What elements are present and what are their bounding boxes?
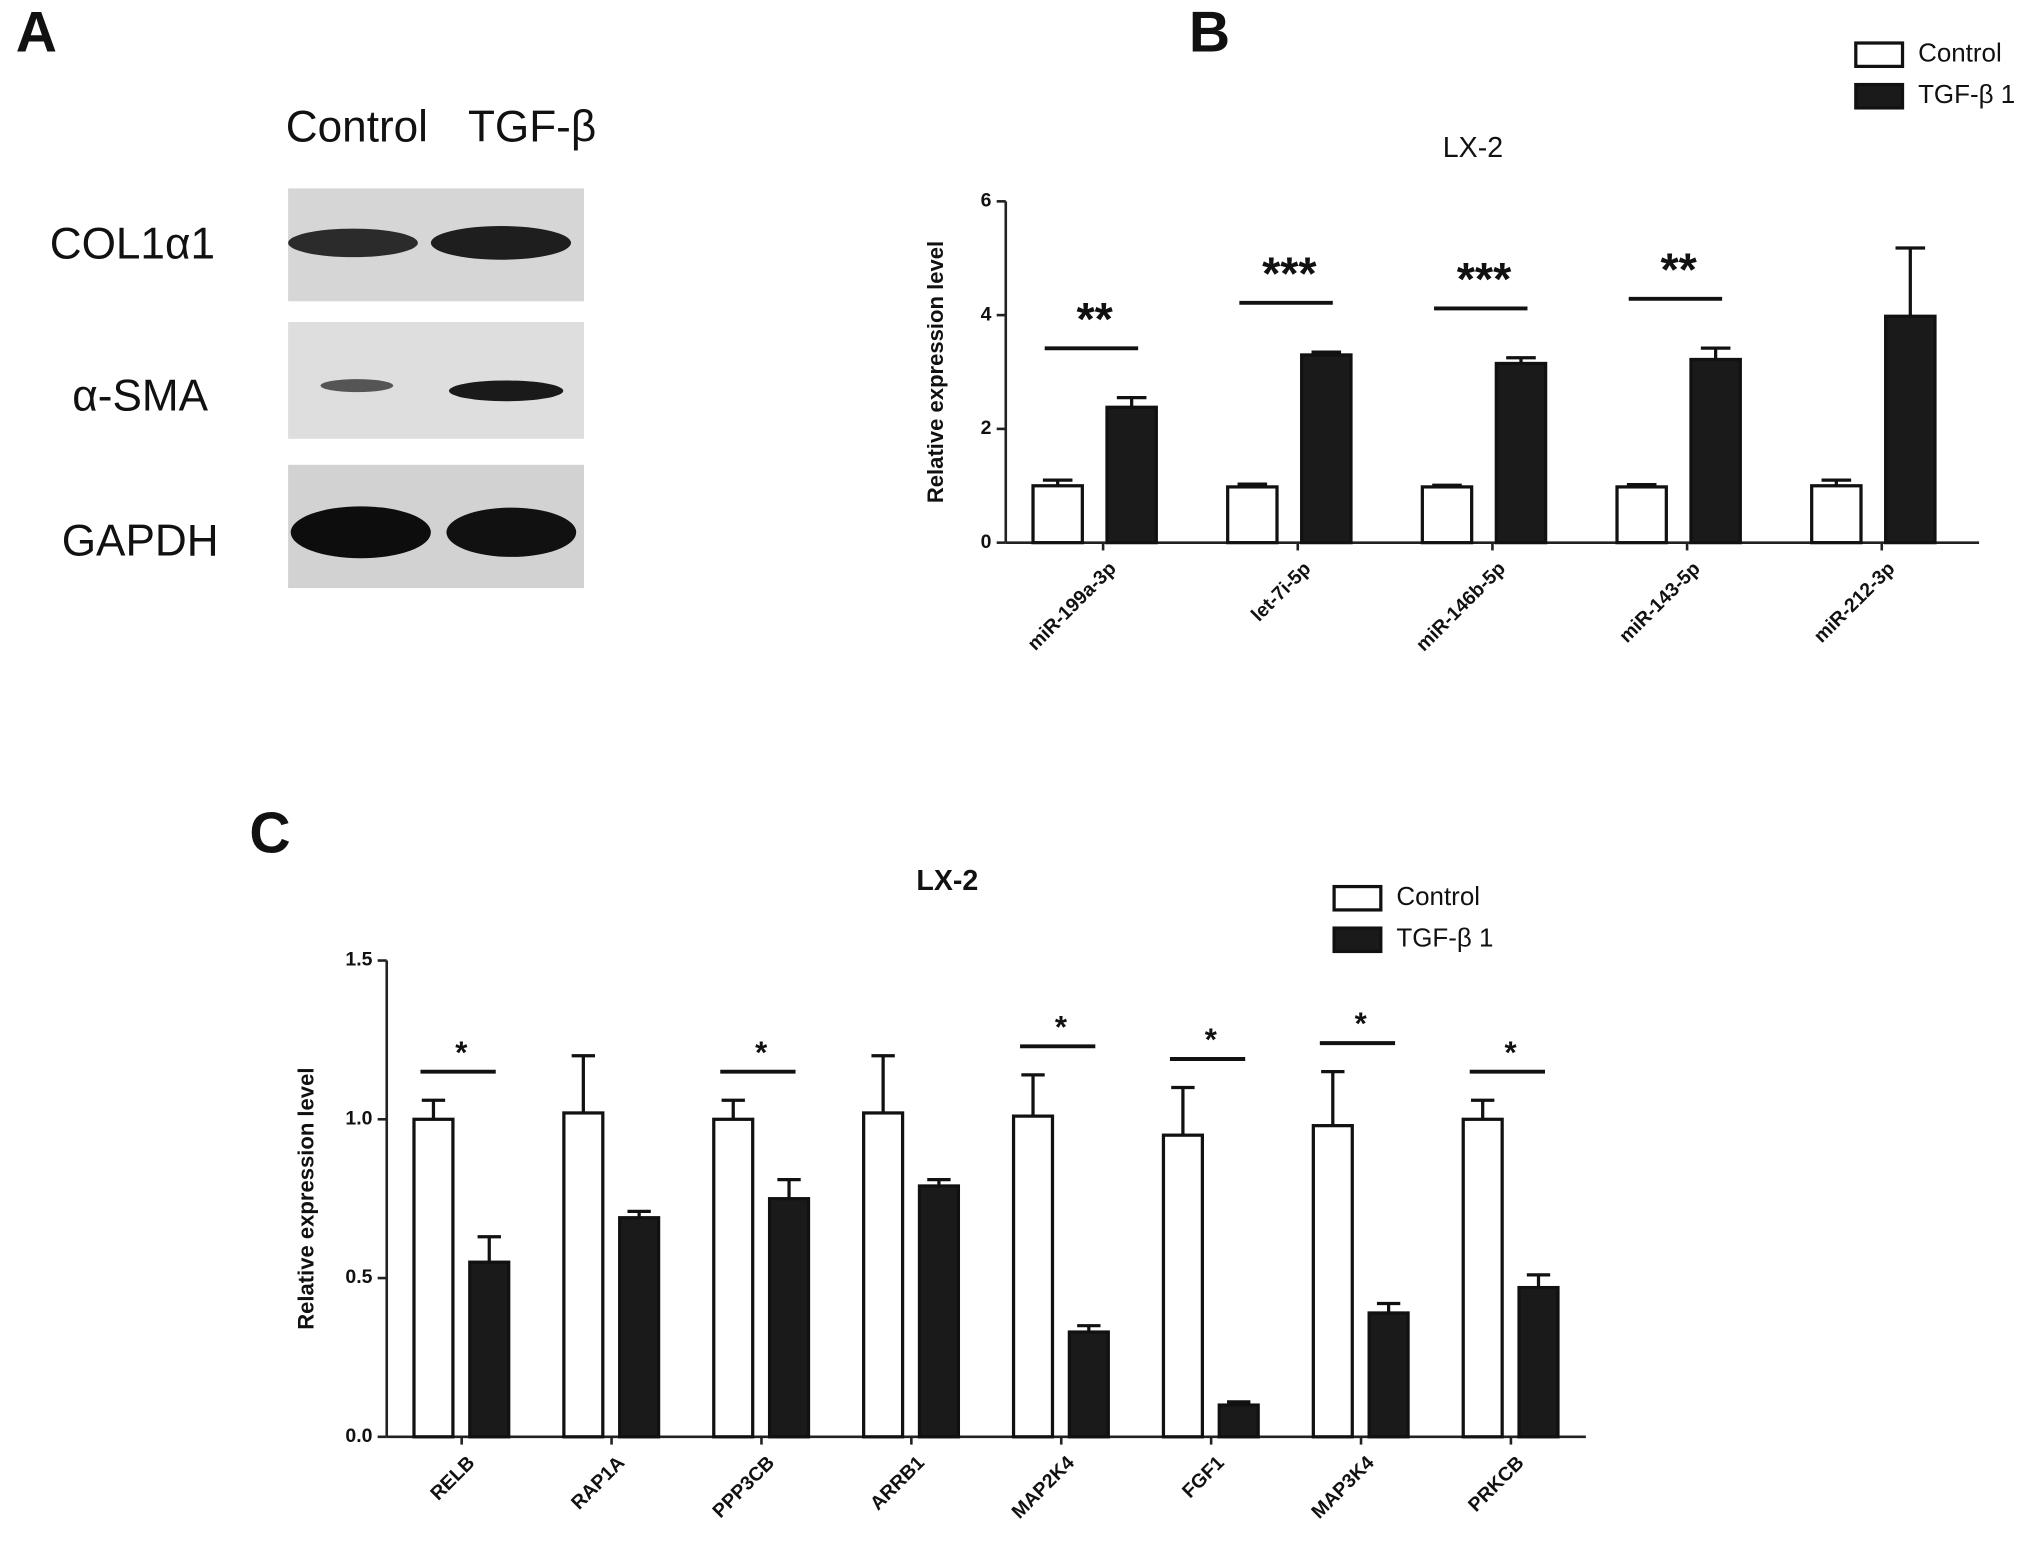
blot-band bbox=[290, 506, 431, 559]
blot-image bbox=[288, 188, 584, 589]
blot-column-label: TGF-β bbox=[468, 103, 596, 152]
y-tick-label: 2 bbox=[981, 417, 992, 439]
blot-band bbox=[320, 379, 394, 393]
bar bbox=[1884, 314, 1937, 545]
y-tick-label: 1.5 bbox=[345, 949, 372, 971]
panel-label: B bbox=[1189, 1, 1230, 65]
bar bbox=[1217, 1403, 1260, 1439]
bar bbox=[1367, 1311, 1410, 1439]
significance-label: * bbox=[455, 1035, 468, 1070]
blot-column-label: Control bbox=[286, 103, 428, 152]
legend-label: TGF-β 1 bbox=[1918, 81, 2015, 109]
blot-strip bbox=[288, 322, 584, 439]
bar bbox=[917, 1184, 961, 1439]
blot-row-label: α-SMA bbox=[72, 371, 208, 420]
bar bbox=[1517, 1285, 1560, 1439]
y-axis-label: Relative expression level bbox=[293, 1068, 318, 1330]
blot-band bbox=[430, 226, 572, 260]
legend-swatch bbox=[1332, 884, 1383, 912]
blot-band bbox=[449, 380, 564, 402]
blot-band bbox=[288, 228, 418, 258]
bar bbox=[1689, 357, 1742, 545]
significance-label: ** bbox=[1660, 243, 1697, 295]
y-axis-label: Relative expression level bbox=[923, 241, 948, 503]
y-tick-label: 4 bbox=[981, 303, 992, 325]
bar bbox=[767, 1197, 811, 1439]
significance-label: * bbox=[1505, 1035, 1518, 1070]
significance-label: *** bbox=[1457, 253, 1512, 305]
bar bbox=[1226, 485, 1279, 545]
legend-swatch bbox=[1854, 82, 1905, 110]
legend-label: TGF-β 1 bbox=[1396, 925, 1493, 953]
bar bbox=[618, 1216, 661, 1439]
bar bbox=[1105, 405, 1158, 545]
significance-label: * bbox=[755, 1035, 768, 1070]
bar bbox=[1420, 485, 1474, 545]
panel-label: A bbox=[16, 1, 57, 65]
y-tick-label: 1.0 bbox=[345, 1107, 372, 1129]
bar bbox=[412, 1117, 455, 1439]
bar bbox=[1031, 484, 1084, 545]
bar bbox=[562, 1111, 605, 1439]
legend-swatch bbox=[1854, 41, 1905, 69]
bar bbox=[862, 1111, 905, 1439]
significance-label: * bbox=[1205, 1022, 1218, 1057]
bar bbox=[1067, 1330, 1110, 1439]
bar bbox=[1300, 353, 1353, 545]
bar bbox=[712, 1117, 755, 1439]
blot-row-label: GAPDH bbox=[62, 517, 219, 566]
chart-title: LX-2 bbox=[1443, 132, 1503, 164]
chart-title: LX-2 bbox=[916, 865, 978, 897]
legend-label: Control bbox=[1918, 40, 2002, 68]
significance-label: * bbox=[1355, 1006, 1368, 1041]
y-tick-label: 6 bbox=[981, 189, 992, 211]
blot-band bbox=[446, 507, 577, 557]
y-tick-label: 0.0 bbox=[345, 1425, 372, 1447]
bar bbox=[468, 1260, 511, 1439]
legend-label: Control bbox=[1396, 883, 1480, 911]
bar bbox=[1011, 1114, 1055, 1439]
significance-label: ** bbox=[1076, 293, 1113, 345]
bar bbox=[1494, 361, 1548, 545]
significance-label: *** bbox=[1262, 247, 1317, 299]
bar bbox=[1615, 485, 1668, 545]
significance-label: * bbox=[1055, 1009, 1068, 1044]
bar bbox=[1810, 484, 1863, 545]
panel-label: C bbox=[249, 801, 290, 865]
bar bbox=[1161, 1133, 1205, 1439]
bar bbox=[1461, 1117, 1504, 1439]
y-tick-label: 0 bbox=[981, 531, 992, 553]
bar bbox=[1311, 1124, 1354, 1439]
blot-row-label: COL1α1 bbox=[50, 219, 215, 268]
legend-swatch bbox=[1332, 926, 1383, 954]
y-tick-label: 0.5 bbox=[345, 1266, 372, 1288]
